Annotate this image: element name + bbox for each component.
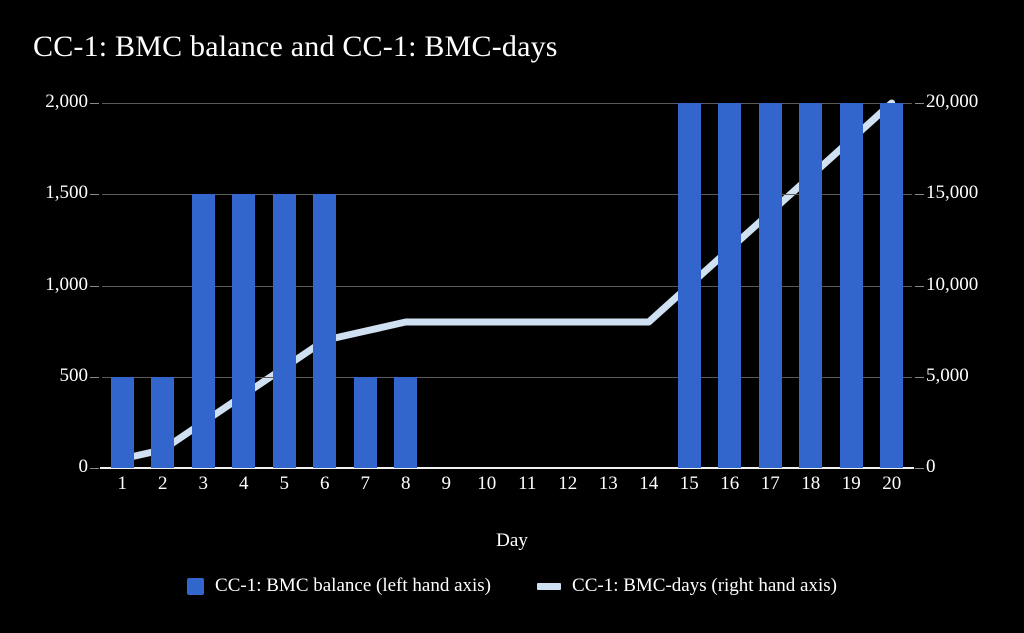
y-axis-left-label: 1,500	[45, 182, 88, 204]
y-axis-left-label: 500	[59, 364, 89, 386]
x-axis-label-1: 1	[117, 473, 128, 494]
y-axis-right: 0 5,000 10,000 15,000 20,000	[926, 91, 1024, 477]
bar-19	[839, 103, 863, 468]
y-axis-left-label: 2,000	[45, 91, 88, 112]
x-axis: 1 2 3 4 5 6 7 8 9 10 11 12 13 14 15 16 17 18 19 20	[102, 473, 912, 503]
x-axis-title: Day	[496, 530, 528, 551]
bar-20	[880, 103, 904, 468]
legend-item-label: CC-1: BMC balance (left hand axis)	[215, 575, 492, 596]
x-axis-label-20: 20	[882, 473, 902, 494]
x-axis-label-10: 10	[477, 473, 497, 494]
x-axis-label-11: 11	[518, 473, 537, 494]
y-axis-right-tick	[915, 285, 924, 287]
x-axis-label-15: 15	[679, 473, 699, 494]
legend-square-icon	[187, 577, 205, 595]
x-axis-label-4: 4	[239, 473, 249, 494]
x-axis-label-12: 12	[558, 473, 578, 494]
x-axis-label-16: 16	[720, 473, 740, 494]
y-axis-right-label: 0	[926, 456, 936, 477]
x-axis-label-7: 7	[360, 473, 371, 494]
x-axis-label-19: 19	[841, 473, 861, 494]
x-axis-label-18: 18	[801, 473, 821, 494]
bar-6	[313, 194, 337, 468]
legend-line-icon	[537, 582, 562, 590]
gridline	[102, 285, 912, 287]
legend-item-2[interactable]: CC-1: BMC-days (right hand axis)	[537, 575, 837, 597]
bar-8	[394, 376, 418, 468]
y-axis-left-tick	[90, 376, 99, 378]
x-axis-label-3: 3	[198, 473, 209, 494]
y-axis-right-label: 15,000	[926, 182, 979, 204]
x-axis-label-14: 14	[639, 473, 659, 494]
bar-5	[272, 194, 296, 468]
legend-item-label: CC-1: BMC-days (right hand axis)	[572, 575, 837, 596]
x-axis-label-9: 9	[441, 473, 452, 494]
y-axis-left-tick	[90, 468, 99, 469]
x-axis-label-5: 5	[279, 473, 290, 494]
page-title: CC-1: BMC balance and CC-1: BMC-days	[33, 30, 558, 63]
chart-legend: CC-1: BMC balance (left hand axis) CC-1: …	[0, 575, 1024, 597]
x-axis-baseline	[100, 467, 914, 469]
y-axis-right-label: 5,000	[926, 364, 969, 386]
y-axis-right-tick	[915, 376, 924, 378]
gridline	[102, 194, 912, 196]
x-axis-label-17: 17	[760, 473, 780, 494]
y-axis-right-tick	[915, 194, 924, 196]
bar-1	[110, 376, 134, 468]
bar-16	[718, 103, 742, 468]
y-axis-right-label: 10,000	[926, 273, 979, 295]
bar-3	[191, 194, 215, 468]
x-axis-label-6: 6	[320, 473, 330, 494]
y-axis-right-tick	[915, 103, 924, 104]
x-axis-label-2: 2	[158, 473, 168, 494]
x-axis-label-8: 8	[401, 473, 411, 494]
bar-2	[151, 376, 175, 468]
y-axis-right-tick	[915, 468, 924, 469]
legend-item-1[interactable]: CC-1: BMC balance (left hand axis)	[187, 575, 491, 597]
bar-17	[758, 103, 782, 468]
y-axis-left: 0 500 1,000 1,500 2,000	[0, 91, 89, 477]
x-axis-label-13: 13	[598, 473, 618, 494]
y-axis-right-label: 20,000	[926, 91, 979, 112]
y-axis-left-label: 1,000	[45, 273, 88, 295]
plot-area	[90, 103, 924, 469]
bar-7	[353, 376, 377, 468]
y-axis-left-tick	[90, 285, 99, 287]
gridline	[102, 103, 912, 104]
y-axis-left-label: 0	[78, 456, 89, 477]
gridline	[102, 376, 912, 378]
y-axis-left-tick	[90, 194, 99, 196]
bar-18	[799, 103, 823, 468]
bar-4	[232, 194, 256, 468]
bar-15	[677, 103, 701, 468]
y-axis-left-tick	[90, 103, 99, 104]
